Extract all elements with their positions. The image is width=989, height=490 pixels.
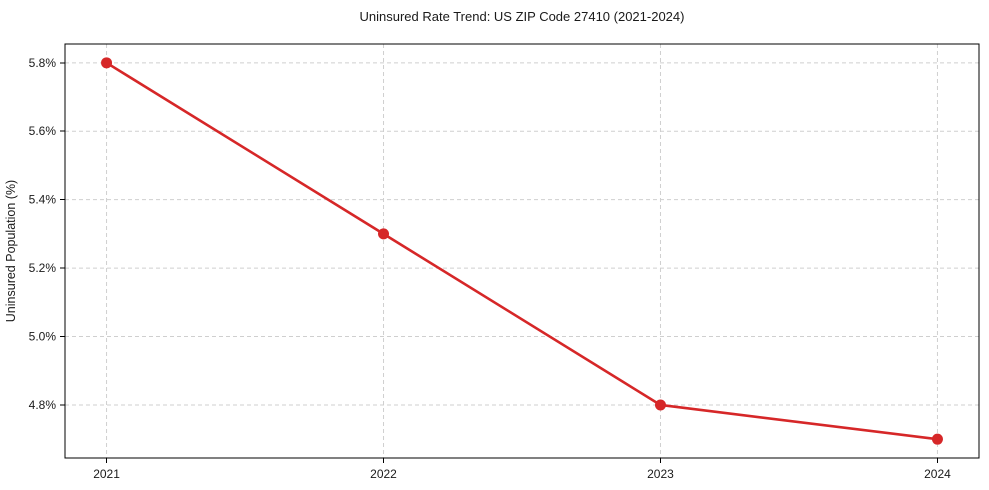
x-tick-label: 2021: [93, 467, 120, 481]
plot-border: [64, 43, 980, 459]
data-point: [931, 433, 943, 445]
x-tick-label: 2023: [647, 467, 674, 481]
grid-layer: [65, 44, 979, 458]
y-tick-label: 5.6%: [29, 124, 57, 138]
trend-line: [105, 61, 939, 441]
y-tick-label: 5.0%: [29, 330, 57, 344]
data-point: [101, 57, 113, 69]
data-series-layer: [101, 57, 943, 445]
data-point: [378, 228, 390, 240]
tick-mark-layer: [60, 62, 938, 463]
y-tick-label: 5.2%: [29, 261, 57, 275]
y-tick-label: 4.8%: [29, 398, 57, 412]
y-axis-label: Uninsured Population (%): [4, 180, 18, 322]
tick-label-layer: 4.8% 5.0% 5.2% 5.4% 5.6% 5.8% 2021 2022 2023 2024: [29, 56, 951, 481]
data-point: [654, 399, 666, 411]
y-tick-label: 5.4%: [29, 193, 57, 207]
x-tick-label: 2022: [370, 467, 397, 481]
chart-title: Uninsured Rate Trend: US ZIP Code 27410 …: [360, 9, 685, 24]
x-tick-label: 2024: [924, 467, 951, 481]
y-tick-label: 5.8%: [29, 56, 57, 70]
